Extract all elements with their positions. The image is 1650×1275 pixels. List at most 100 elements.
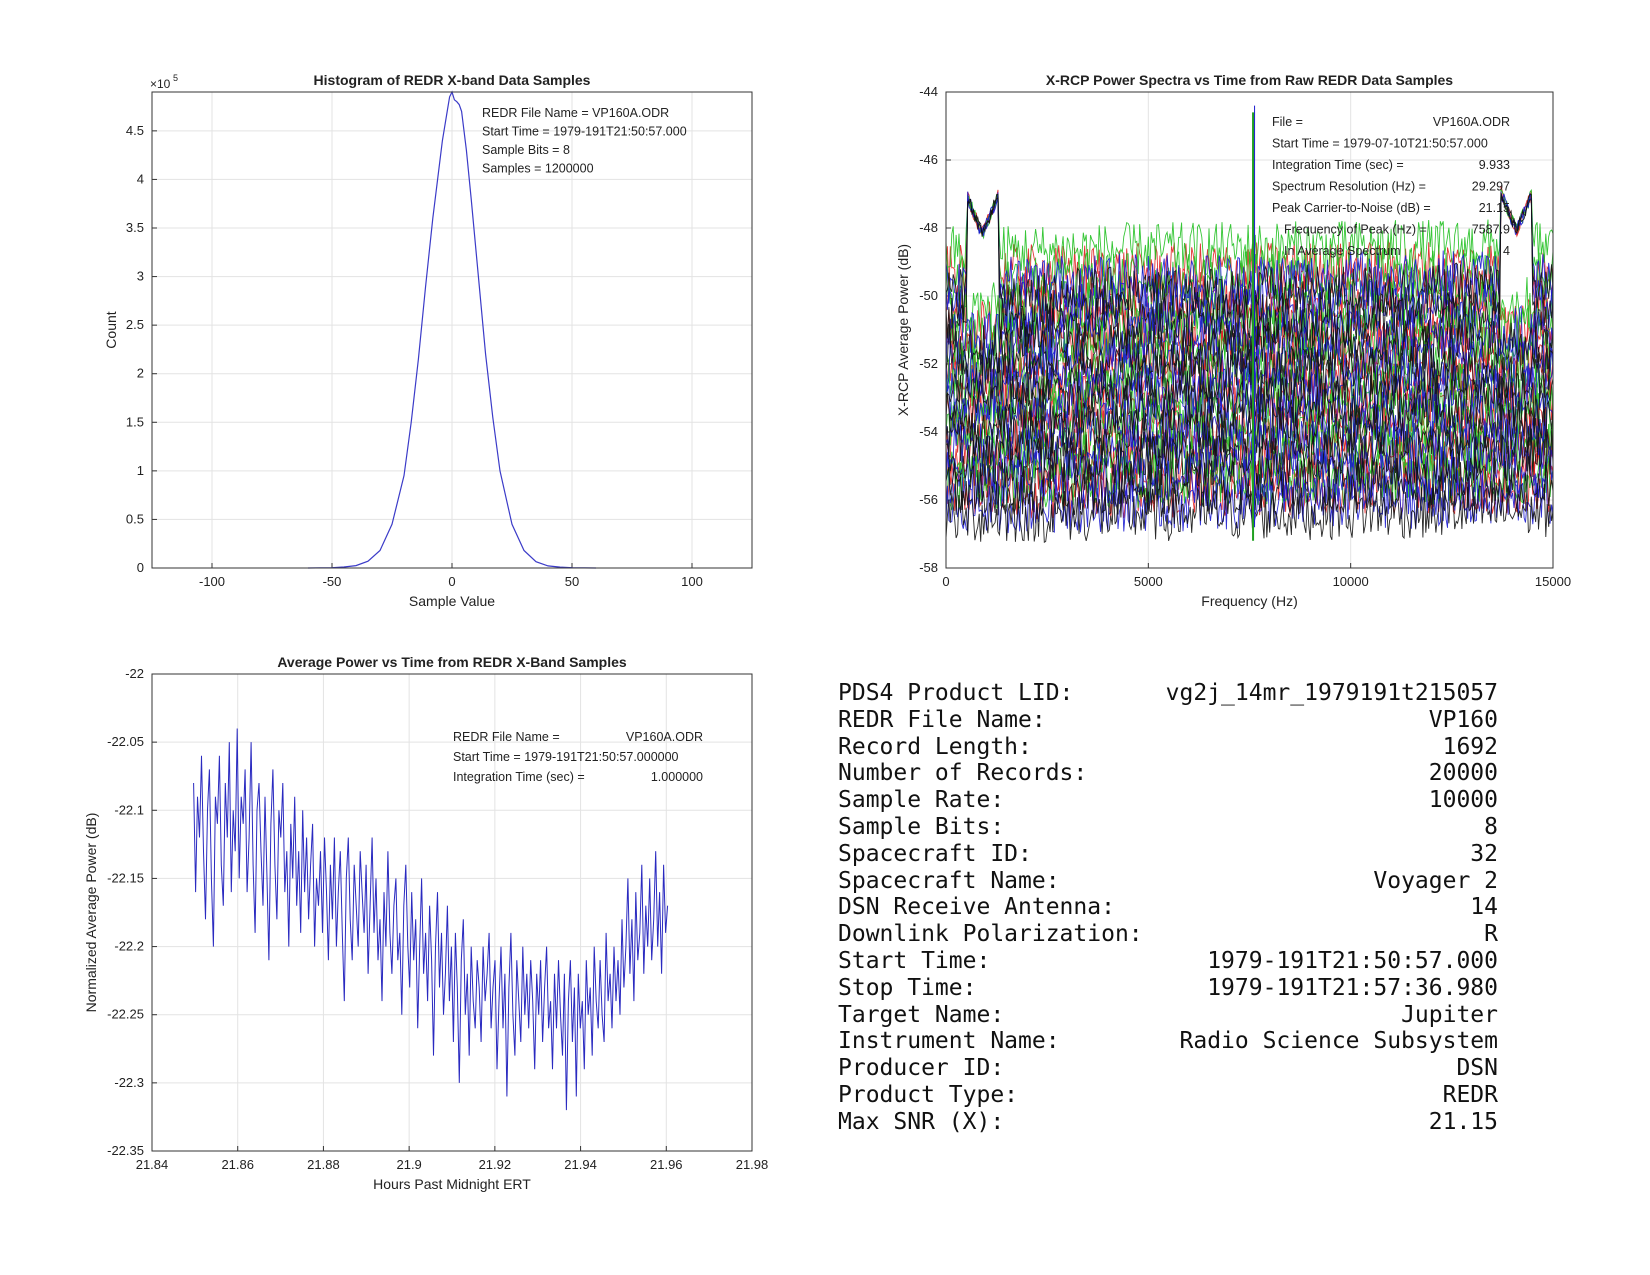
spectrum-trace	[946, 372, 1553, 434]
summary-label: Start Time:	[838, 947, 991, 974]
summary-row: Start Time: 1979-191T21:50:57.000	[838, 948, 1498, 975]
spectrum-trace	[946, 191, 1553, 309]
chart-title: Histogram of REDR X-band Data Samples	[314, 72, 591, 88]
summary-row: PDS4 Product LID: vg2j_14mr_1979191t21505…	[838, 680, 1498, 707]
summary-label: Product Type:	[838, 1081, 1019, 1108]
summary-row: Spacecraft Name: Voyager 2	[838, 868, 1498, 895]
y-tick-label: -22.2	[114, 939, 144, 954]
spectrum-trace	[946, 349, 1553, 409]
x-tick-label: 21.86	[221, 1157, 254, 1172]
spectrum-trace	[946, 445, 1553, 506]
axes-box	[151, 673, 753, 1152]
summary-value: Jupiter	[1401, 1001, 1498, 1028]
power-line	[193, 728, 669, 1111]
spectrum-trace	[946, 362, 1553, 423]
annotation-line: Start Time = 1979-191T21:50:57.000	[482, 125, 687, 139]
summary-label: Producer ID:	[838, 1055, 1005, 1082]
product-summary-table: PDS4 Product LID: vg2j_14mr_1979191t21505…	[838, 680, 1498, 1136]
summary-value: R	[1484, 921, 1498, 948]
annotation-label: Start Time = 1979-07-10T21:50:57.000	[1272, 137, 1488, 151]
y-tick-label: 4	[137, 171, 144, 186]
summary-label: PDS4 Product LID:	[838, 680, 1074, 706]
y-tick-label: -46	[919, 152, 938, 167]
spectrum-trace	[946, 294, 1553, 353]
x-tick-label: 0	[448, 574, 455, 589]
axes-box	[151, 91, 753, 569]
x-tick-label: -100	[199, 574, 225, 589]
annotation-value: 7587.9	[1472, 223, 1510, 237]
summary-value: 21.15	[1428, 1108, 1498, 1135]
x-tick-label: 21.9	[396, 1157, 421, 1172]
y-tick-label: -44	[919, 84, 938, 99]
spectrum-trace	[946, 377, 1553, 437]
annotation-value: VP160A.ODR	[1433, 115, 1510, 129]
summary-value: 14	[1470, 894, 1498, 921]
grid	[152, 92, 752, 569]
summary-row: Downlink Polarization: R	[838, 921, 1498, 948]
y-tick-label: -54	[919, 424, 938, 439]
spectrum-trace	[946, 322, 1553, 384]
summary-value: vg2j_14mr_1979191t215057	[1165, 680, 1498, 706]
y-tick-label: 1.5	[126, 414, 144, 429]
x-axis-label: Frequency (Hz)	[1201, 593, 1297, 609]
y-axis-label: X-RCP Average Power (dB)	[895, 244, 911, 416]
annotation-value: VP160A.ODR	[626, 730, 703, 744]
y-tick-label: 4.5	[126, 123, 144, 138]
summary-row: Producer ID: DSN	[838, 1055, 1498, 1082]
y-tick-label: -56	[919, 492, 938, 507]
summary-label: Record Length:	[838, 733, 1032, 760]
summary-row: Sample Rate: 10000	[838, 787, 1498, 814]
x-tick-label: 21.92	[479, 1157, 512, 1172]
summary-label: Max SNR (X):	[838, 1108, 1005, 1135]
summary-label: Instrument Name:	[838, 1028, 1060, 1055]
y-tick-label: -22.3	[114, 1075, 144, 1090]
y-tick-label: 3.5	[126, 220, 144, 235]
x-tick-label: 21.88	[307, 1157, 340, 1172]
x-tick-label: 100	[681, 574, 703, 589]
annotation-label: Frequency of Peak (Hz) =	[1284, 223, 1427, 237]
spectrum-trace	[946, 449, 1553, 511]
y-tick-label: 0.5	[126, 511, 144, 526]
spectrum-trace	[946, 456, 1553, 516]
y-tick-label: -58	[919, 560, 938, 575]
spectrum-trace	[946, 346, 1553, 405]
annotation-label: Spectrum Resolution (Hz) =	[1272, 180, 1426, 194]
annotation-line: REDR File Name = VP160A.ODR	[482, 106, 669, 120]
spectrum-trace	[946, 417, 1553, 476]
summary-row: REDR File Name: VP160	[838, 707, 1498, 734]
summary-value: DSN	[1456, 1055, 1498, 1082]
annotation-label: In Average Spectrum	[1284, 244, 1401, 258]
summary-label: Number of Records:	[838, 760, 1088, 787]
summary-value: VP160	[1428, 706, 1498, 733]
summary-value: 20000	[1428, 760, 1498, 787]
grid	[945, 91, 1554, 569]
x-tick-label: 5000	[1134, 574, 1163, 589]
annotation-line: Sample Bits = 8	[482, 143, 570, 157]
x-tick-label: 21.98	[736, 1157, 769, 1172]
grid	[151, 673, 753, 1152]
x-tick-label: -50	[323, 574, 342, 589]
x-tick-label: 50	[565, 574, 579, 589]
spectrum-trace	[946, 432, 1553, 492]
summary-label: Sample Rate:	[838, 787, 1005, 814]
summary-row: Record Length: 1692	[838, 734, 1498, 761]
y-tick-label: -22.05	[107, 734, 144, 749]
summary-value: 10000	[1428, 787, 1498, 814]
summary-row: Instrument Name: Radio Science Subsystem	[838, 1028, 1498, 1055]
annotation-value: 4	[1503, 244, 1510, 258]
spectrum-trace	[946, 304, 1553, 365]
y-tick-label: 0	[137, 560, 144, 575]
summary-row: Max SNR (X): 21.15	[838, 1109, 1498, 1136]
annotation-value: 1.000000	[651, 770, 703, 784]
summary-label: Spacecraft Name:	[838, 867, 1060, 894]
annotation-label: Integration Time (sec) =	[1272, 158, 1404, 172]
spectrum-trace	[946, 192, 1553, 309]
annotation-value: 21.15	[1479, 201, 1510, 215]
annotation-value: 29.297	[1472, 180, 1510, 194]
axes-box	[945, 91, 1554, 569]
annotation-label: File =	[1272, 115, 1303, 129]
spectrum-trace	[946, 188, 1553, 278]
x-tick-label: 10000	[1333, 574, 1369, 589]
summary-value: 1979-191T21:50:57.000	[1207, 947, 1498, 974]
x-tick-label: 21.84	[136, 1157, 169, 1172]
